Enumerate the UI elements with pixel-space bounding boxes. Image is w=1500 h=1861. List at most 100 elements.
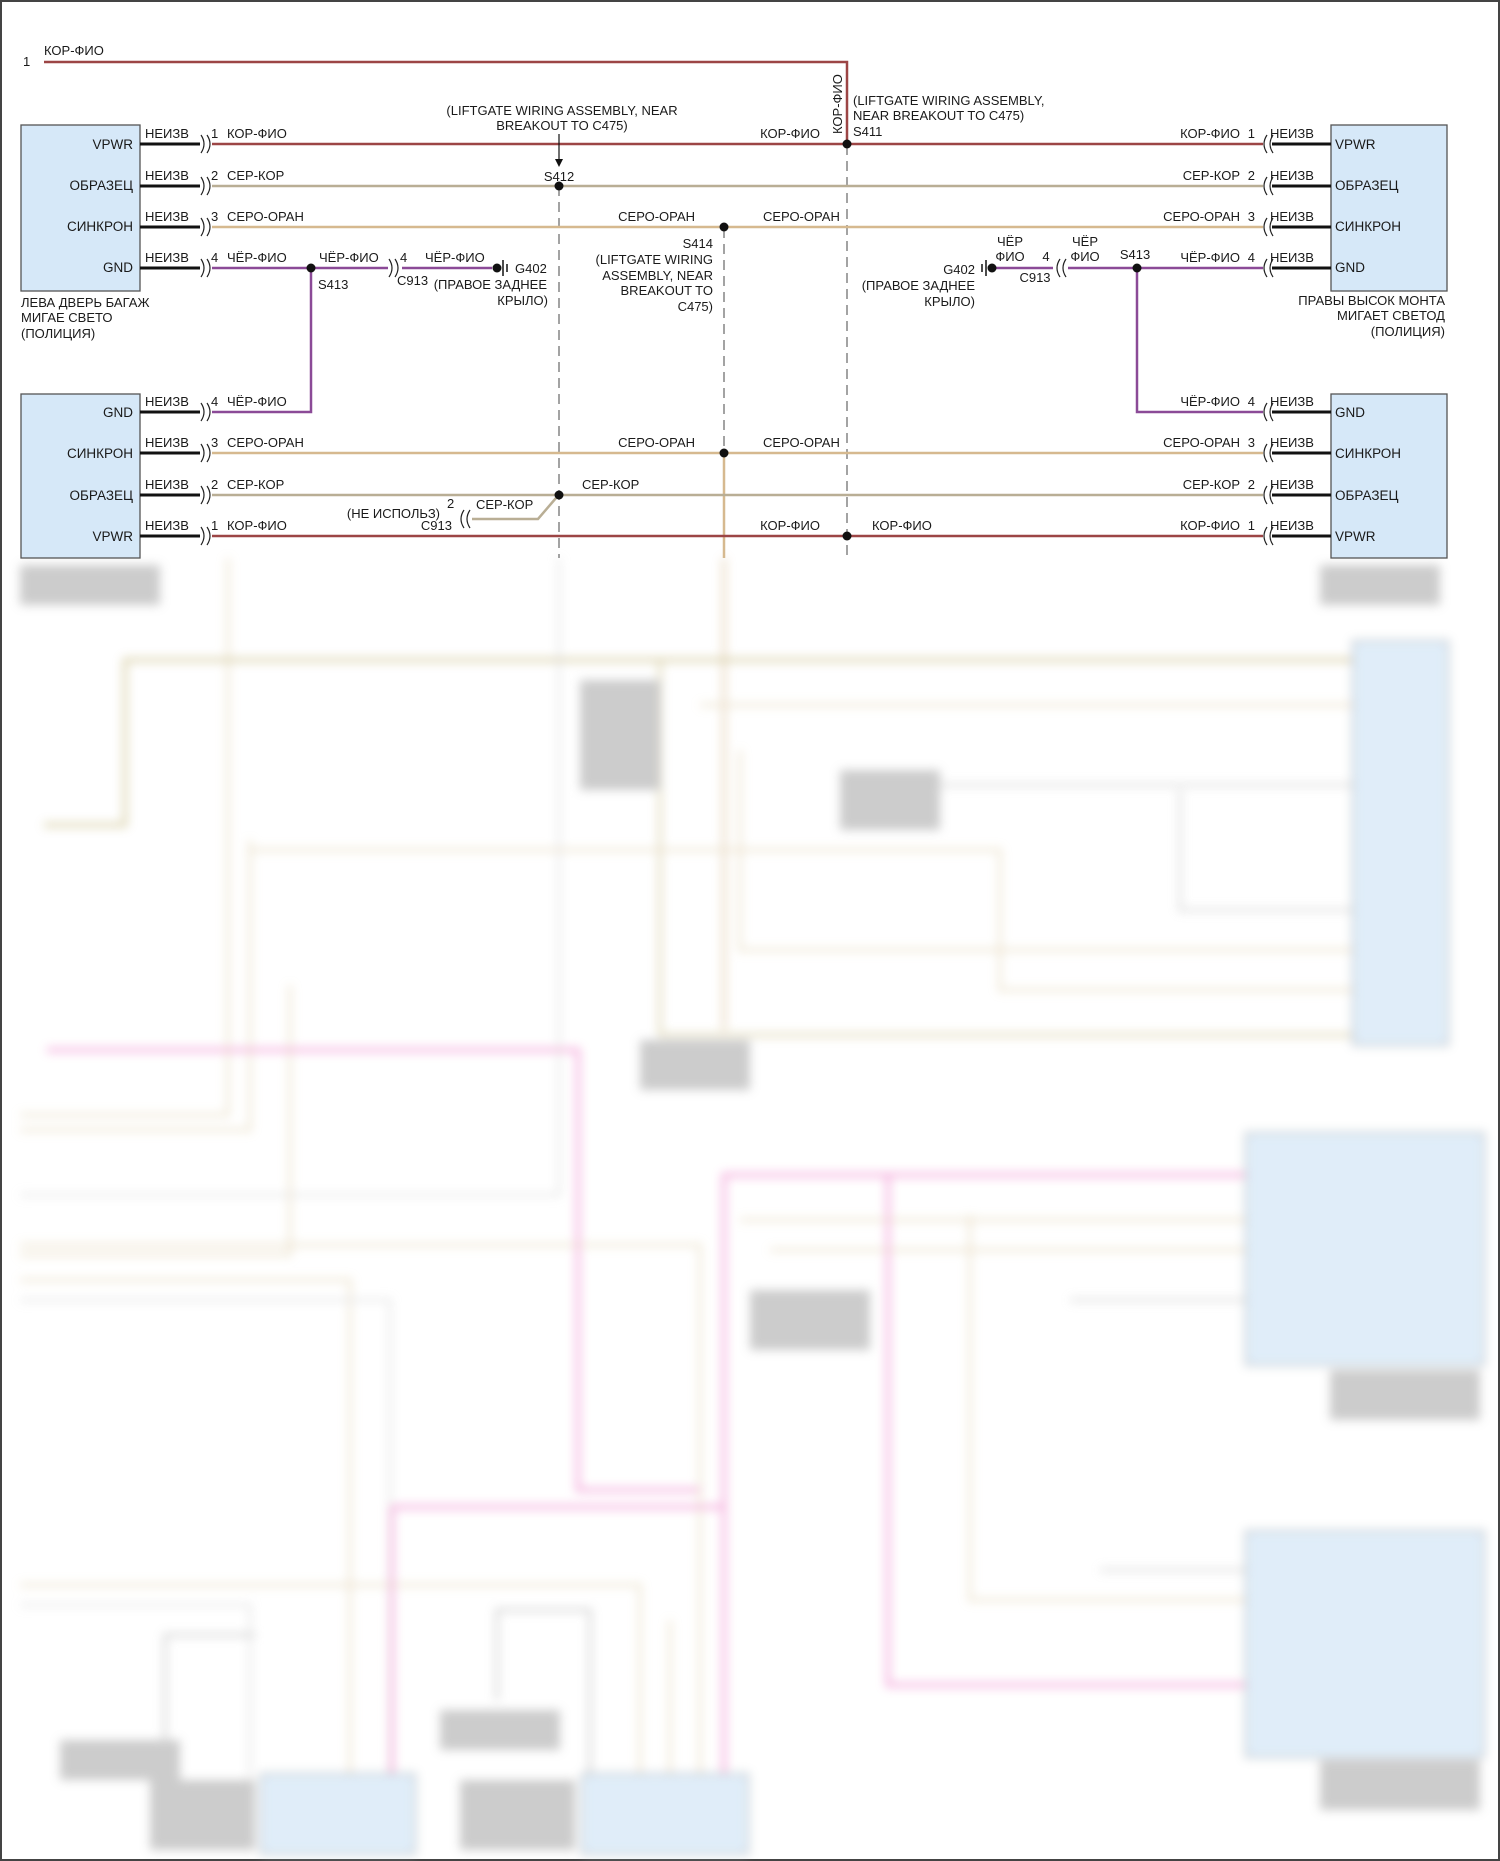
- splice-note: C475): [678, 299, 713, 314]
- wire-label: КОР-ФИО: [44, 43, 104, 58]
- wire-blurred: [20, 558, 561, 1197]
- wire-label: СЕРО-ОРАН: [227, 209, 304, 224]
- wire-label: ЧЁР-ФИО: [227, 394, 287, 409]
- wire-cher-fio-left-down: [212, 268, 313, 414]
- pin-number: 4: [211, 250, 218, 265]
- pin-number: 3: [1248, 209, 1255, 224]
- splice-s412: [554, 181, 564, 191]
- splice-note: (LIFTGATE WIRING ASSEMBLY, NEAR: [446, 103, 677, 118]
- s414-annotation: СЕРО-ОРАН СЕРО-ОРАН S414 (LIFTGATE WIRIN…: [596, 209, 840, 314]
- connector-c913-icon: [1056, 258, 1067, 278]
- wire-blurred: [20, 840, 252, 1132]
- pin-number: 1: [1248, 518, 1255, 533]
- module-box: [20, 124, 141, 292]
- wire-label: СЕРО-ОРАН: [763, 435, 840, 450]
- top-wire: 1 КОР-ФИО КОР-ФИО: [23, 43, 849, 145]
- wire-label: ЧЁР-ФИО: [1180, 394, 1240, 409]
- harness-pink-blurred: [390, 1505, 724, 1800]
- module-box: [1330, 124, 1448, 292]
- pin-number: 4: [211, 394, 218, 409]
- wire-blurred: [658, 660, 1355, 1037]
- connector-icon: [200, 134, 211, 154]
- wire-label: КОР-ФИО: [760, 518, 820, 533]
- splice-s413-left: [306, 263, 316, 273]
- wire-label: ЧЁР-ФИО: [227, 250, 287, 265]
- harness-pink-blurred: [722, 1173, 1353, 1800]
- pin-number: 2: [211, 477, 218, 492]
- wire-blurred: [968, 1215, 1290, 1602]
- wire-unknown: НЕИЗВ: [145, 126, 189, 141]
- module-blurred: [260, 1773, 416, 1855]
- wire-label: ЧЁР-ФИО: [1180, 250, 1240, 265]
- text-blurred: [640, 1040, 750, 1090]
- wire-label: КОР-ФИО: [1180, 518, 1240, 533]
- text-blurred: [840, 770, 940, 830]
- pin-label-gnd: GND: [1335, 405, 1365, 420]
- module-blurred: [1245, 1530, 1485, 1758]
- connector-c913-icon: [460, 509, 471, 529]
- wire-blurred: [495, 1608, 592, 1800]
- splice-label-s414: S414: [683, 236, 713, 251]
- wire-kor-fio: [44, 60, 849, 145]
- wire-unknown: НЕИЗВ: [1270, 394, 1314, 409]
- wire-label: КОР-ФИО: [1180, 126, 1240, 141]
- module-stubs: [140, 410, 200, 538]
- module-right-upper: VPWR ОБРАЗЕЦ СИНКРОН GND ПРАВЫ ВЫСОК МОН…: [1163, 124, 1448, 339]
- text-blurred: [580, 680, 660, 790]
- wire-label: СЕРО-ОРАН: [227, 435, 304, 450]
- left-ground-circuit: ЧЁР-ФИО S413 4 C913 ЧЁР-ФИО G402 (ПРАВОЕ…: [318, 250, 548, 308]
- text-blurred: [1320, 565, 1440, 605]
- connector-icon: [200, 443, 211, 463]
- wire-blurred: [738, 750, 1355, 952]
- pin-number: 2: [1248, 477, 1255, 492]
- pin-label-sinkron: СИНКРОН: [1335, 446, 1401, 461]
- pin-label-vpwr: VPWR: [93, 529, 134, 544]
- text-blurred: [150, 1780, 255, 1850]
- module-blurred: [581, 1773, 749, 1855]
- module-box: [20, 393, 141, 559]
- harness-pink-blurred: [886, 1175, 1246, 1687]
- s411-annotation: (LIFTGATE WIRING ASSEMBLY, NEAR BREAKOUT…: [760, 93, 1044, 141]
- right-ground-circuit: G402 (ПРАВОЕ ЗАДНЕЕ КРЫЛО) ЧЁР ФИО 4 C91…: [862, 234, 1150, 309]
- wire-label: КОР-ФИО: [760, 126, 820, 141]
- pin-label-vpwr: VPWR: [93, 137, 134, 152]
- wire-label: КОР-ФИО: [872, 518, 932, 533]
- wire-blurred: [44, 658, 1355, 827]
- wire-unknown: НЕИЗВ: [1270, 435, 1314, 450]
- wire-label: СЕР-КОР: [227, 477, 284, 492]
- splice-s413-right: [1132, 263, 1142, 273]
- wire-label: СЕРО-ОРАН: [1163, 209, 1240, 224]
- text-blurred: [60, 1740, 180, 1780]
- s412-annotation: (LIFTGATE WIRING ASSEMBLY, NEAR BREAKOUT…: [446, 103, 677, 184]
- splice-s414: [719, 222, 729, 232]
- pin-label-obrazec: ОБРАЗЕЦ: [70, 178, 133, 193]
- wire-label: СЕРО-ОРАН: [1163, 435, 1240, 450]
- wire-blurred: [20, 1278, 352, 1800]
- splice-note: BREAKOUT TO: [621, 283, 713, 298]
- splice-note: NEAR BREAKOUT TO C475): [853, 108, 1024, 123]
- splice-label-s413: S413: [1120, 247, 1150, 262]
- pin-label-sinkron: СИНКРОН: [67, 446, 133, 461]
- pin-label-vpwr: VPWR: [1335, 529, 1376, 544]
- pin-label-sinkron: СИНКРОН: [67, 219, 133, 234]
- pin-number: 1: [211, 126, 218, 141]
- text-blurred: [460, 1780, 575, 1850]
- connector-icon: [200, 485, 211, 505]
- wire-label: КОР-ФИО: [227, 126, 287, 141]
- text-blurred: [1330, 1370, 1480, 1420]
- module-caption: (ПОЛИЦИЯ): [1371, 324, 1445, 339]
- wire-blurred: [20, 1243, 702, 1800]
- module-blurred: [1245, 1132, 1485, 1366]
- wire-label: СЕР-КОР: [1183, 477, 1240, 492]
- connector-icon: [200, 217, 211, 237]
- wire-label: СЕР-КОР: [1183, 168, 1240, 183]
- wire-unknown: НЕИЗВ: [145, 209, 189, 224]
- wire-blurred: [20, 1603, 252, 1800]
- text-blurred: [750, 1290, 870, 1350]
- splice-label-s413: S413: [318, 277, 348, 292]
- splice-dots: [306, 139, 1142, 541]
- wire-label: СЕР-КОР: [582, 477, 639, 492]
- wire-unknown: НЕИЗВ: [1270, 168, 1314, 183]
- connector-icon: [200, 402, 211, 422]
